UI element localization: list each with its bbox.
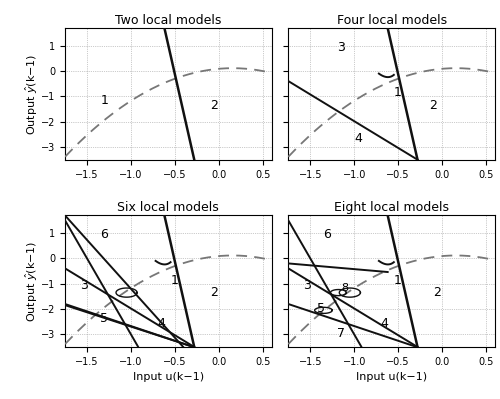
Text: 4: 4: [354, 132, 362, 145]
Text: 2: 2: [429, 99, 437, 112]
Text: 7: 7: [336, 327, 344, 340]
Text: 2: 2: [434, 286, 442, 299]
Text: 1: 1: [394, 274, 402, 287]
Text: 1: 1: [100, 94, 108, 107]
Text: 4: 4: [380, 317, 388, 330]
Title: Six local models: Six local models: [118, 201, 219, 214]
Text: 2: 2: [210, 99, 218, 112]
Title: Eight local models: Eight local models: [334, 201, 449, 214]
Text: 1: 1: [170, 274, 178, 287]
Text: 2: 2: [210, 286, 218, 299]
X-axis label: Input u(k−1): Input u(k−1): [133, 372, 204, 382]
Text: 8: 8: [341, 283, 348, 293]
Text: 1: 1: [394, 87, 402, 99]
Y-axis label: Output $\hat{y}$(k−1): Output $\hat{y}$(k−1): [23, 53, 40, 134]
Text: 3: 3: [336, 41, 344, 54]
Text: 3: 3: [303, 279, 311, 292]
Y-axis label: Output $\hat{y}$(k−1): Output $\hat{y}$(k−1): [23, 241, 40, 322]
Text: 3: 3: [80, 279, 88, 292]
Text: 6: 6: [100, 228, 108, 241]
Text: 5: 5: [100, 312, 108, 325]
Text: 6: 6: [324, 228, 332, 241]
Text: 5: 5: [318, 302, 326, 315]
Text: 4: 4: [158, 317, 165, 330]
X-axis label: Input u(k−1): Input u(k−1): [356, 372, 427, 382]
Title: Two local models: Two local models: [115, 14, 222, 27]
Title: Four local models: Four local models: [336, 14, 446, 27]
